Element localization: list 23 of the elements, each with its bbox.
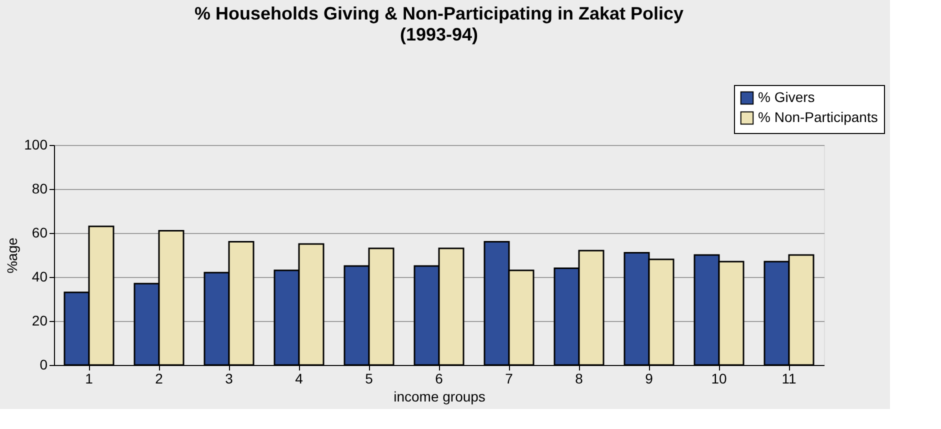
legend-label: % Givers [758,89,815,105]
x-tick-label: 5 [365,370,374,386]
chart-subtitle: (1993-94) [400,24,478,44]
x-tick-label: 6 [435,370,444,386]
x-tick-label: 10 [711,370,727,386]
legend-label: % Non-Participants [758,109,878,125]
y-axis-title: %age [4,237,20,274]
y-tick-label: 100 [24,136,48,152]
x-tick-label: 4 [295,370,304,386]
chart-title: % Households Giving & Non-Participating in Zakat Policy [194,4,684,24]
y-tick-label: 80 [32,180,48,196]
x-tick-label: 11 [782,370,796,386]
x-tick-label: 3 [225,370,234,386]
x-tick-label: 8 [575,370,584,386]
x-axis-title: income groups [394,388,486,404]
x-tick-label: 2 [155,370,164,386]
x-tick-label: 9 [645,370,654,386]
x-tick-label: 7 [505,370,514,386]
y-tick-label: 0 [40,356,48,372]
y-tick-label: 20 [32,312,48,328]
y-tick-label: 40 [32,268,48,284]
x-tick-label: 1 [85,370,94,386]
y-tick-label: 60 [32,224,48,240]
